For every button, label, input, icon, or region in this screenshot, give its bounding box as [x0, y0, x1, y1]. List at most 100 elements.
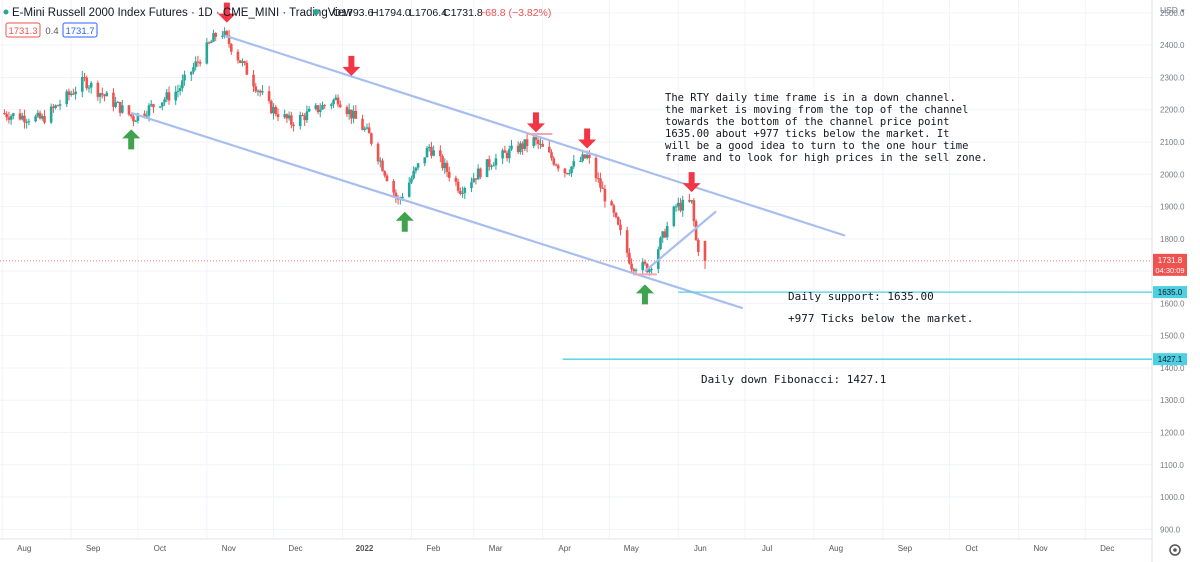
settings-gear-icon[interactable]: [1169, 544, 1181, 556]
candle-body: [361, 118, 364, 130]
ask-price: 1731.7: [65, 26, 94, 37]
level-price-text: 1635.0: [1158, 288, 1183, 297]
candle-body: [132, 116, 135, 122]
candle-body: [681, 199, 685, 211]
candle-body: [565, 173, 569, 175]
candle-body: [385, 175, 389, 182]
candle-body: [472, 178, 475, 183]
y-tick-label: 2100.0: [1160, 138, 1185, 147]
candle-body: [616, 217, 620, 225]
candle-body: [105, 92, 109, 97]
candle-body: [501, 150, 504, 159]
x-tick-label: May: [624, 544, 639, 553]
candle-body: [650, 268, 653, 270]
candle-body: [370, 133, 373, 144]
candle-body: [423, 157, 427, 164]
candle-body: [174, 91, 177, 101]
candle-body: [114, 102, 117, 107]
candle-body: [238, 60, 242, 63]
candle-body: [596, 178, 600, 180]
channel-lines: [130, 34, 846, 310]
x-tick-label: Oct: [154, 544, 167, 553]
candle-body: [688, 199, 691, 202]
candle-body: [352, 110, 355, 119]
y-tick-label: 1400.0: [1160, 364, 1185, 373]
candle-body: [112, 92, 115, 107]
y-tick-label: 1100.0: [1160, 461, 1184, 470]
candle-body: [492, 165, 496, 167]
candle-body: [579, 160, 582, 162]
candle-body: [619, 224, 622, 231]
candle-body: [630, 263, 633, 270]
candle-body: [212, 33, 215, 42]
candle-body: [152, 104, 155, 108]
y-tick-label: 1500.0: [1160, 332, 1185, 341]
candle-body: [270, 101, 273, 114]
candle-body: [521, 143, 524, 149]
candle-body: [378, 160, 382, 162]
bid-price: 1731.3: [8, 26, 37, 37]
candle-body: [661, 231, 665, 238]
candle-body: [568, 173, 571, 175]
candle-body: [432, 150, 435, 156]
candle-body: [305, 111, 309, 121]
candle-body: [454, 177, 458, 182]
candle-body: [516, 145, 520, 153]
candle-body: [167, 92, 171, 101]
candle-body: [252, 74, 255, 87]
level-price-box: [1153, 353, 1187, 366]
ticks-note: +977 Ticks below the market.: [788, 312, 973, 325]
candle-body: [67, 91, 71, 96]
arrow-down-icon: [342, 55, 361, 76]
candle-body: [192, 67, 195, 72]
candle-body: [548, 146, 551, 153]
candle-body: [196, 61, 200, 63]
candle-body: [534, 137, 538, 141]
candle-body: [588, 154, 591, 158]
candle-body: [274, 106, 278, 115]
y-tick-label: 1000.0: [1160, 493, 1185, 502]
candle-body: [541, 143, 544, 147]
y-tick-label: 1900.0: [1160, 203, 1185, 212]
candle-body: [585, 154, 589, 159]
y-tick-label: 2300.0: [1160, 73, 1185, 82]
x-tick-label: Jul: [762, 544, 772, 553]
candle-body: [163, 99, 166, 103]
candle-body: [189, 71, 193, 75]
status-dot: [3, 9, 9, 15]
candle-body: [183, 74, 186, 81]
ohlc-low: L1706.4: [409, 7, 447, 19]
currency-chevron-icon[interactable]: ▾: [1181, 8, 1185, 15]
x-tick-label: Dec: [1100, 544, 1114, 553]
candle-body: [563, 168, 567, 174]
candle-body: [129, 114, 133, 117]
candle-body: [663, 231, 667, 238]
candle-body: [476, 168, 480, 180]
currency-label[interactable]: USD: [1160, 5, 1178, 15]
candle-body: [634, 270, 638, 272]
x-tick-label: Aug: [17, 544, 31, 553]
candle-body: [523, 139, 527, 149]
x-tick-label: Jun: [694, 544, 707, 553]
candle-body: [519, 143, 522, 153]
ask-box[interactable]: [62, 22, 98, 38]
symbol-title[interactable]: E-Mini Russell 2000 Index Futures · 1D ·…: [12, 7, 353, 19]
candle-body: [209, 41, 213, 44]
x-tick-label: Dec: [288, 544, 302, 553]
candle-body: [412, 170, 415, 179]
candle-body: [38, 112, 42, 119]
x-tick-label: Nov: [1033, 544, 1047, 553]
y-tick-label: 900.0: [1160, 525, 1181, 534]
arrow-down-icon: [578, 128, 597, 149]
candle-body: [612, 205, 616, 213]
candle-body: [118, 101, 122, 113]
candle-body: [445, 162, 449, 172]
level-price-text: 1427.1: [1158, 355, 1183, 364]
bid-box[interactable]: [5, 22, 41, 38]
candle-body: [245, 62, 249, 75]
ohlc-high: H1794.0: [371, 7, 411, 19]
candle-body: [665, 226, 669, 238]
candle-body: [365, 127, 369, 129]
time-axis[interactable]: Aug Sep Oct Nov Dec 2022 Feb Mar Apr May Jun Jul Aug…: [17, 544, 1114, 553]
candle-body: [407, 182, 411, 197]
